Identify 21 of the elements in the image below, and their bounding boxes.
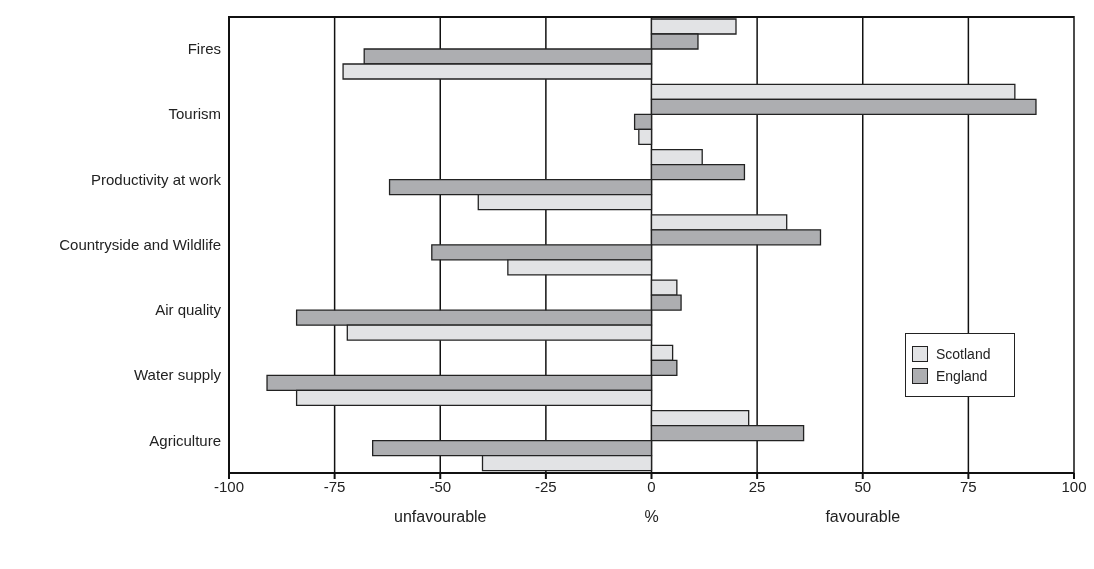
x-tick-label: -25 xyxy=(535,477,557,495)
x-tick-label: 100 xyxy=(1061,477,1087,495)
text: unfavourable xyxy=(393,508,488,526)
y-tick-label: Agriculture xyxy=(149,431,221,449)
y-tick-label: Fires xyxy=(187,39,221,57)
legend-label: England xyxy=(936,368,988,384)
x-tick-label: 50 xyxy=(854,477,872,495)
y-tick-label: Water supply xyxy=(134,366,222,384)
x-tick-label: 0 xyxy=(647,477,656,495)
y-tick-label: Productivity at work xyxy=(90,170,222,188)
x-tick-label: -100 xyxy=(213,477,245,495)
x-tick-label: -75 xyxy=(323,477,346,495)
legend-label: Scotland xyxy=(936,346,991,362)
text: favourable xyxy=(824,508,902,526)
x-tick-label: 75 xyxy=(960,477,977,495)
x-axis-title: % xyxy=(643,508,660,526)
y-tick-label: Tourism xyxy=(168,105,221,123)
x-tick-label: -50 xyxy=(429,477,452,495)
y-tick-label: Countryside and Wildlife xyxy=(59,235,221,253)
x-tick-label: 25 xyxy=(748,477,766,495)
y-tick-label: Air quality xyxy=(155,301,222,319)
